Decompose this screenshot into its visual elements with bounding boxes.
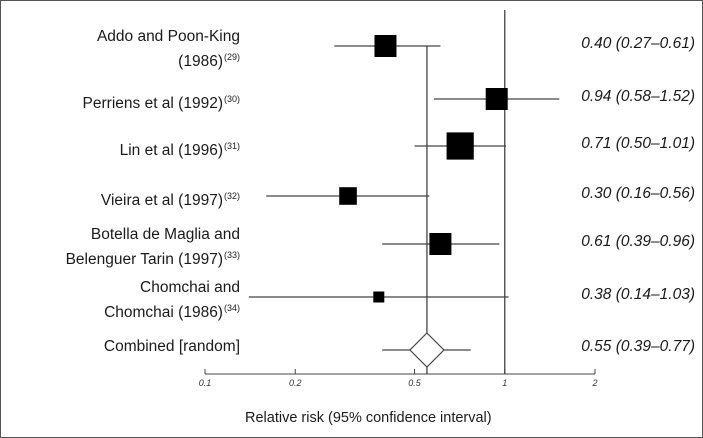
effect-marker: [429, 233, 452, 255]
estimate-text: 0.38 (0.14–1.03): [581, 286, 695, 303]
x-axis-label: Relative risk (95% confidence interval): [245, 410, 492, 426]
effect-marker: [339, 187, 357, 205]
estimate-text: 0.94 (0.58–1.52): [581, 88, 695, 105]
effect-marker: [374, 35, 397, 57]
study-label: Addo and Poon-King (1986)(29): [96, 28, 240, 70]
study-label: Lin et al (1996)(31): [119, 141, 240, 159]
estimate-text: 0.55 (0.39–0.77): [581, 338, 695, 355]
study-label: Chomchai and Chomchai (1986)(34): [104, 279, 240, 321]
x-tick-label: 0.1: [199, 378, 212, 388]
estimate-text: 0.71 (0.50–1.01): [581, 135, 695, 152]
study-label: Botella de Maglia and Belenguer Tarin (19…: [65, 226, 240, 268]
effect-marker: [485, 88, 508, 110]
effect-marker: [446, 132, 474, 160]
combined-label: Combined [random]: [103, 338, 240, 355]
effect-marker: [373, 291, 385, 303]
estimate-text: 0.30 (0.16–0.56): [581, 185, 695, 202]
x-tick-label: 2: [591, 378, 597, 388]
study-label: Perriens et al (1992)(30): [82, 94, 240, 112]
estimate-text: 0.61 (0.39–0.96): [581, 233, 695, 250]
x-tick-label: 0.5: [408, 378, 422, 388]
x-tick-label: 1: [502, 378, 507, 388]
combined-diamond: [409, 332, 445, 368]
study-label: Vieira et al (1997)(32): [100, 191, 240, 209]
estimate-text: 0.40 (0.27–0.61): [581, 35, 695, 52]
x-tick-label: 0.2: [289, 378, 302, 388]
